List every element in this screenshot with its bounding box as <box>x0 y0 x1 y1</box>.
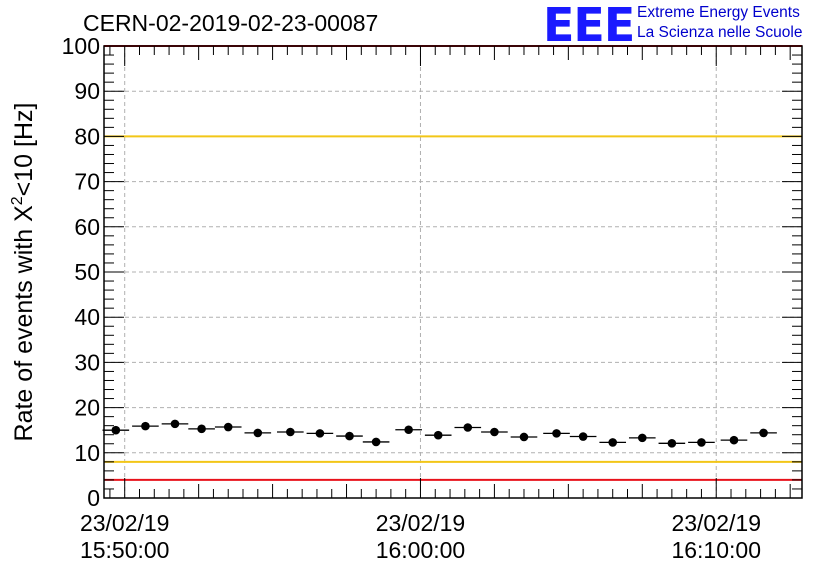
data-point-12 <box>463 423 473 432</box>
data-point-14 <box>519 432 529 442</box>
eee-logo: EEE <box>543 0 635 52</box>
data-point-20 <box>697 438 706 447</box>
x-tick-date-0: 23/02/19 <box>80 510 170 536</box>
data-point-15 <box>552 429 561 438</box>
data-point-2 <box>170 419 180 429</box>
data-point-5 <box>253 428 263 438</box>
data-point-4 <box>223 422 233 432</box>
data-point-6 <box>286 427 295 437</box>
data-point-16 <box>578 432 588 441</box>
y-tick-label-3: 30 <box>74 349 100 375</box>
data-point-18 <box>637 433 647 443</box>
x-tick-date-2: 23/02/19 <box>671 510 761 536</box>
data-point-19 <box>667 439 677 448</box>
data-point-17 <box>608 438 618 447</box>
data-point-0 <box>111 425 121 435</box>
y-tick-label-4: 40 <box>74 304 100 330</box>
logo-subtitle-2: La Scienza nelle Scuole <box>637 24 803 41</box>
plot-frame <box>103 45 803 499</box>
x-tick-time-2: 16:10:00 <box>671 537 761 563</box>
data-point-11 <box>433 430 443 440</box>
y-tick-label-6: 60 <box>74 214 100 240</box>
y-tick-label-5: 50 <box>74 259 100 285</box>
y-axis-label: Rate of events with X2<10 [Hz] <box>9 103 38 442</box>
data-point-8 <box>345 431 354 441</box>
data-point-9 <box>371 437 381 447</box>
x-tick-time-1: 16:00:00 <box>376 537 466 563</box>
x-tick-time-0: 15:50:00 <box>80 537 170 563</box>
data-point-10 <box>404 425 413 435</box>
y-tick-label-1: 10 <box>74 440 100 466</box>
y-tick-label-2: 20 <box>74 395 100 421</box>
data-point-1 <box>141 421 150 431</box>
data-point-22 <box>759 428 768 438</box>
data-point-21 <box>729 435 739 445</box>
y-tick-label-8: 80 <box>74 123 100 149</box>
x-tick-date-1: 23/02/19 <box>376 510 466 536</box>
y-tick-label-9: 90 <box>74 78 100 104</box>
y-tick-label-10: 100 <box>62 33 100 59</box>
chart-title: CERN-02-2019-02-23-00087 <box>83 10 379 36</box>
y-tick-label-7: 70 <box>74 169 100 195</box>
data-point-3 <box>197 424 206 434</box>
data-point-13 <box>490 427 499 437</box>
logo-subtitle-1: Extreme Energy Events <box>637 4 800 21</box>
data-point-7 <box>315 429 325 438</box>
y-tick-label-0: 0 <box>87 485 100 511</box>
